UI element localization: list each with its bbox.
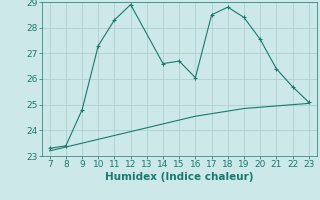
- X-axis label: Humidex (Indice chaleur): Humidex (Indice chaleur): [105, 172, 253, 182]
